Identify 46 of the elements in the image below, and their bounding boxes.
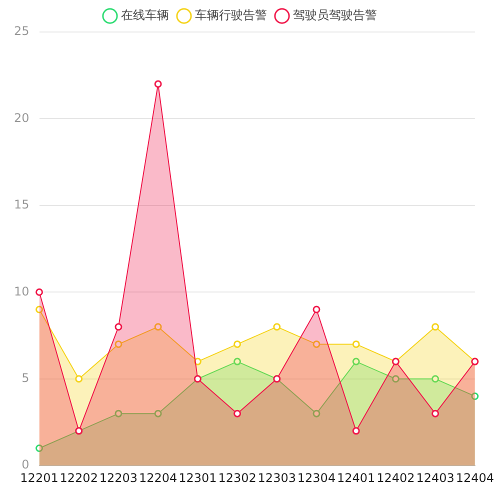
legend-label: 驾驶员驾驶告警 [293, 8, 377, 22]
y-tick-label: 0 [22, 458, 30, 472]
x-tick-label: 12404 [456, 470, 494, 485]
x-tick-label: 12302 [218, 470, 256, 485]
point [352, 427, 360, 435]
point [471, 392, 479, 400]
x-tick-label: 12301 [178, 470, 217, 485]
y-tick-label: 20 [14, 110, 30, 125]
x-tick-label: 12204 [138, 470, 178, 485]
point [392, 375, 400, 383]
point [234, 410, 242, 418]
x-tick-label: 12203 [99, 470, 138, 485]
point [75, 375, 83, 383]
point [312, 340, 320, 348]
point [114, 410, 122, 418]
point [154, 80, 162, 88]
point [432, 410, 440, 418]
point [352, 340, 360, 348]
point [432, 375, 440, 383]
x-tick-label: 12403 [416, 470, 454, 485]
point [154, 323, 162, 331]
point [273, 323, 281, 331]
legend-label: 车辆行驶告警 [195, 8, 267, 22]
point [234, 340, 242, 348]
point [36, 306, 44, 314]
x-tick-label: 12304 [297, 470, 336, 485]
y-tick-label: 25 [14, 24, 30, 38]
x-tick-label: 12202 [60, 470, 98, 485]
x-tick-label: 12402 [376, 470, 415, 485]
point [114, 323, 122, 331]
y-tick-label: 5 [22, 371, 30, 386]
point [114, 340, 122, 348]
point [36, 288, 44, 296]
x-tick-label: 12401 [337, 470, 376, 485]
point [352, 358, 360, 366]
point [432, 323, 440, 331]
legend-label: 在线车辆 [121, 8, 169, 22]
y-tick-label: 15 [14, 198, 30, 212]
x-tick-label: 12303 [258, 470, 296, 485]
point [312, 306, 320, 314]
point [154, 410, 162, 418]
point [234, 358, 242, 366]
y-tick-label: 10 [14, 284, 30, 298]
x-tick-label: 12201 [20, 470, 58, 485]
point [36, 444, 44, 452]
point [312, 410, 320, 418]
